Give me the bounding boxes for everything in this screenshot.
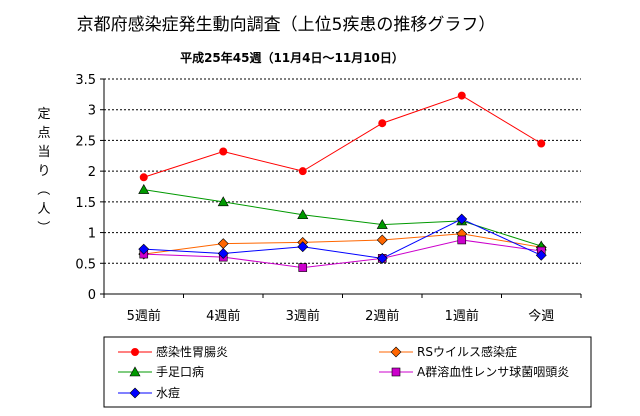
data-point <box>535 249 547 261</box>
series-4 <box>138 213 547 264</box>
series-0 <box>139 91 546 182</box>
x-tick-label: 2週前 <box>365 308 399 324</box>
legend-entry: 手足口病 <box>118 364 204 379</box>
data-point <box>217 248 229 259</box>
y-tick-label: 2 <box>88 165 96 180</box>
data-point <box>217 238 229 250</box>
data-point <box>456 213 468 225</box>
gridlines <box>104 78 581 264</box>
y-axis-label-char: （ <box>35 182 50 195</box>
data-point <box>219 147 228 156</box>
legend-label: A群溶血性レンサ球菌咽頭炎 <box>417 364 569 379</box>
data-point <box>537 139 546 148</box>
x-tick-label: 3週前 <box>286 308 320 324</box>
data-point <box>457 235 467 245</box>
y-axis-label-char: 人 <box>37 202 50 217</box>
data-point <box>376 218 388 229</box>
legend-marker <box>391 367 401 377</box>
y-axis-label-char: 定 <box>37 107 50 122</box>
series-line <box>143 233 542 255</box>
data-point <box>138 243 150 255</box>
chart-title: 京都府感染症発生動向調査（上位5疾患の推移グラフ） <box>77 15 496 35</box>
data-point <box>298 167 307 176</box>
y-axis-label-char: り <box>37 164 50 179</box>
y-tick-label: 1.5 <box>75 196 96 211</box>
y-axis-label-char: ） <box>35 220 50 233</box>
data-point <box>378 119 387 128</box>
y-tick-labels: 0 0.5 1 1.5 2 2.5 3 3.5 <box>75 73 96 303</box>
y-tick-label: 2.5 <box>75 134 96 149</box>
legend-entry: RSウイルス感染症 <box>379 344 517 359</box>
series-line <box>143 95 542 178</box>
y-tick-label: 0 <box>88 288 96 303</box>
x-tick-labels: 5週前 4週前 3週前 2週前 1週前 今週 <box>127 308 555 324</box>
y-axis-label-char: 点 <box>37 126 50 141</box>
data-point <box>298 263 308 272</box>
legend-label: 手足口病 <box>156 364 204 379</box>
y-tick-label: 3 <box>88 104 96 119</box>
legend-entry: 感染性胃腸炎 <box>118 344 228 359</box>
y-tick-label: 0.5 <box>75 257 96 272</box>
y-tick-label: 1 <box>88 227 96 242</box>
data-point <box>376 234 388 246</box>
legend-label: RSウイルス感染症 <box>417 344 517 359</box>
data-point <box>297 241 309 253</box>
series-line <box>143 218 542 259</box>
data-point <box>138 183 150 194</box>
data-point <box>139 173 148 182</box>
x-tick-label: 5週前 <box>127 308 161 324</box>
legend-entry: A群溶血性レンサ球菌咽頭炎 <box>379 364 569 379</box>
legend-box <box>103 336 592 408</box>
axes <box>100 78 582 298</box>
series-2 <box>138 183 547 251</box>
x-tick-label: 今週 <box>528 308 554 324</box>
legend-marker <box>131 348 139 356</box>
legend-entry: 水痘 <box>118 385 180 400</box>
y-axis-label-char: 当 <box>37 145 50 160</box>
x-tick-label: 4週前 <box>206 308 240 324</box>
chart-subtitle: 平成25年45週（11月4日～11月10日） <box>180 50 404 65</box>
legend-marker <box>129 366 141 377</box>
y-tick-label: 3.5 <box>75 73 96 88</box>
x-tick-label: 1週前 <box>445 308 479 324</box>
data-point <box>217 196 229 207</box>
data-point <box>376 252 388 264</box>
series-1 <box>138 228 547 260</box>
legend-label: 感染性胃腸炎 <box>156 344 228 359</box>
data-point <box>297 209 309 220</box>
legend-marker <box>390 346 402 358</box>
series-line <box>143 239 542 269</box>
legend-label: 水痘 <box>156 385 180 400</box>
legend-marker <box>129 387 141 399</box>
data-point <box>457 91 466 100</box>
series-lines <box>138 91 547 272</box>
